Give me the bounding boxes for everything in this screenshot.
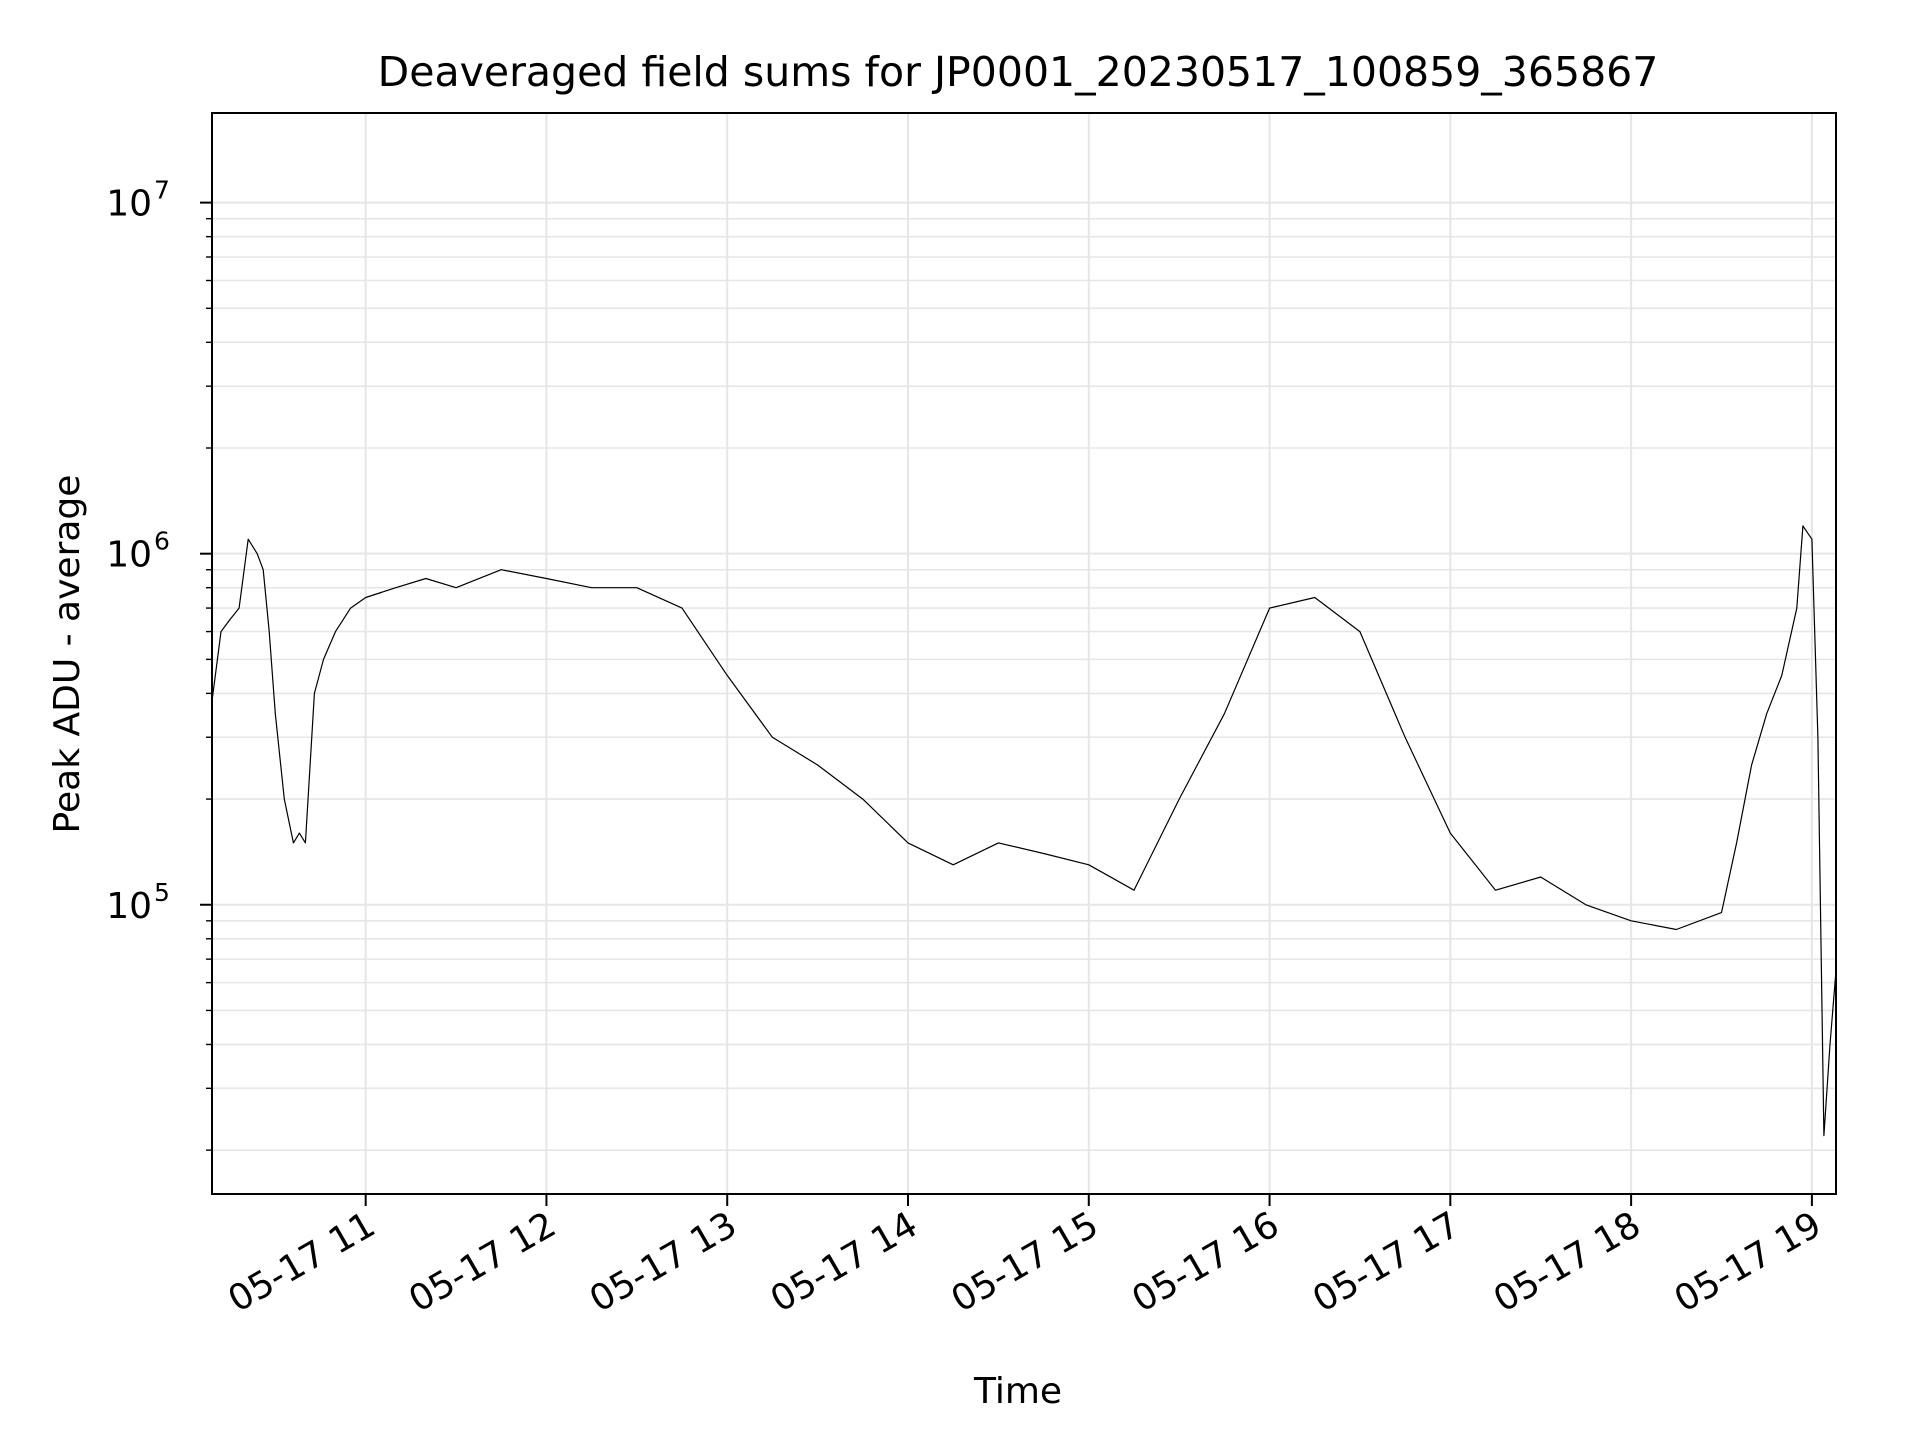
plot-area-frame [211, 112, 1837, 1195]
grid-lines [212, 113, 1836, 1194]
series-line [211, 525, 1837, 1137]
y-axis-label: Peak ADU - average [47, 475, 88, 834]
x-axis-label: Time [973, 1371, 1062, 1412]
y-tick-label: 10 [106, 535, 152, 576]
chart-title: Deaveraged field sums for JP0001_2023051… [378, 48, 1659, 96]
y-tick-label: 10 [106, 886, 152, 927]
y-tick-exponent: 6 [154, 527, 170, 556]
series-layer [211, 525, 1837, 1137]
y-tick-label: 10 [106, 184, 152, 225]
y-tick-exponent: 5 [154, 878, 170, 907]
y-tick-exponent: 7 [154, 176, 170, 205]
